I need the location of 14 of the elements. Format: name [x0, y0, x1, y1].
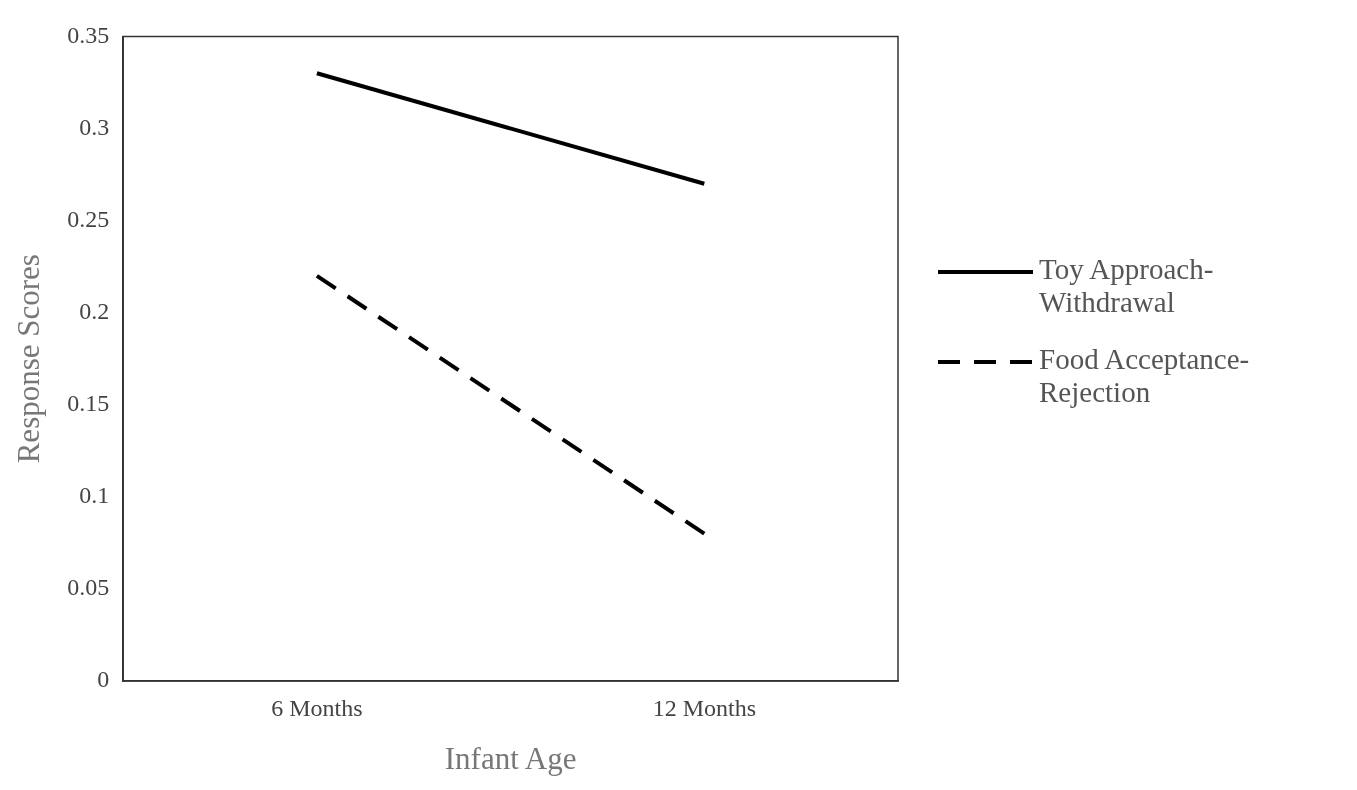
x-axis-title: Infant Age	[444, 740, 577, 776]
y-tick-label: 0.1	[79, 482, 110, 509]
legend-label: Toy Approach-Withdrawal	[1039, 253, 1215, 319]
legend-label: Food Acceptance-Rejection	[1039, 343, 1251, 409]
y-tick-label: 0.05	[67, 574, 110, 601]
y-axis-title: Response Scores	[10, 254, 46, 464]
x-tick-label: 6 Months	[271, 694, 363, 721]
x-tick-label: 12 Months	[652, 694, 756, 721]
y-tick-label: 0.25	[67, 205, 110, 232]
y-tick-label: 0.15	[67, 390, 110, 417]
y-tick-label: 0.35	[67, 21, 110, 48]
y-tick-label: 0.2	[79, 297, 110, 324]
y-tick-label: 0	[97, 666, 110, 693]
y-tick-label: 0.3	[79, 113, 110, 140]
